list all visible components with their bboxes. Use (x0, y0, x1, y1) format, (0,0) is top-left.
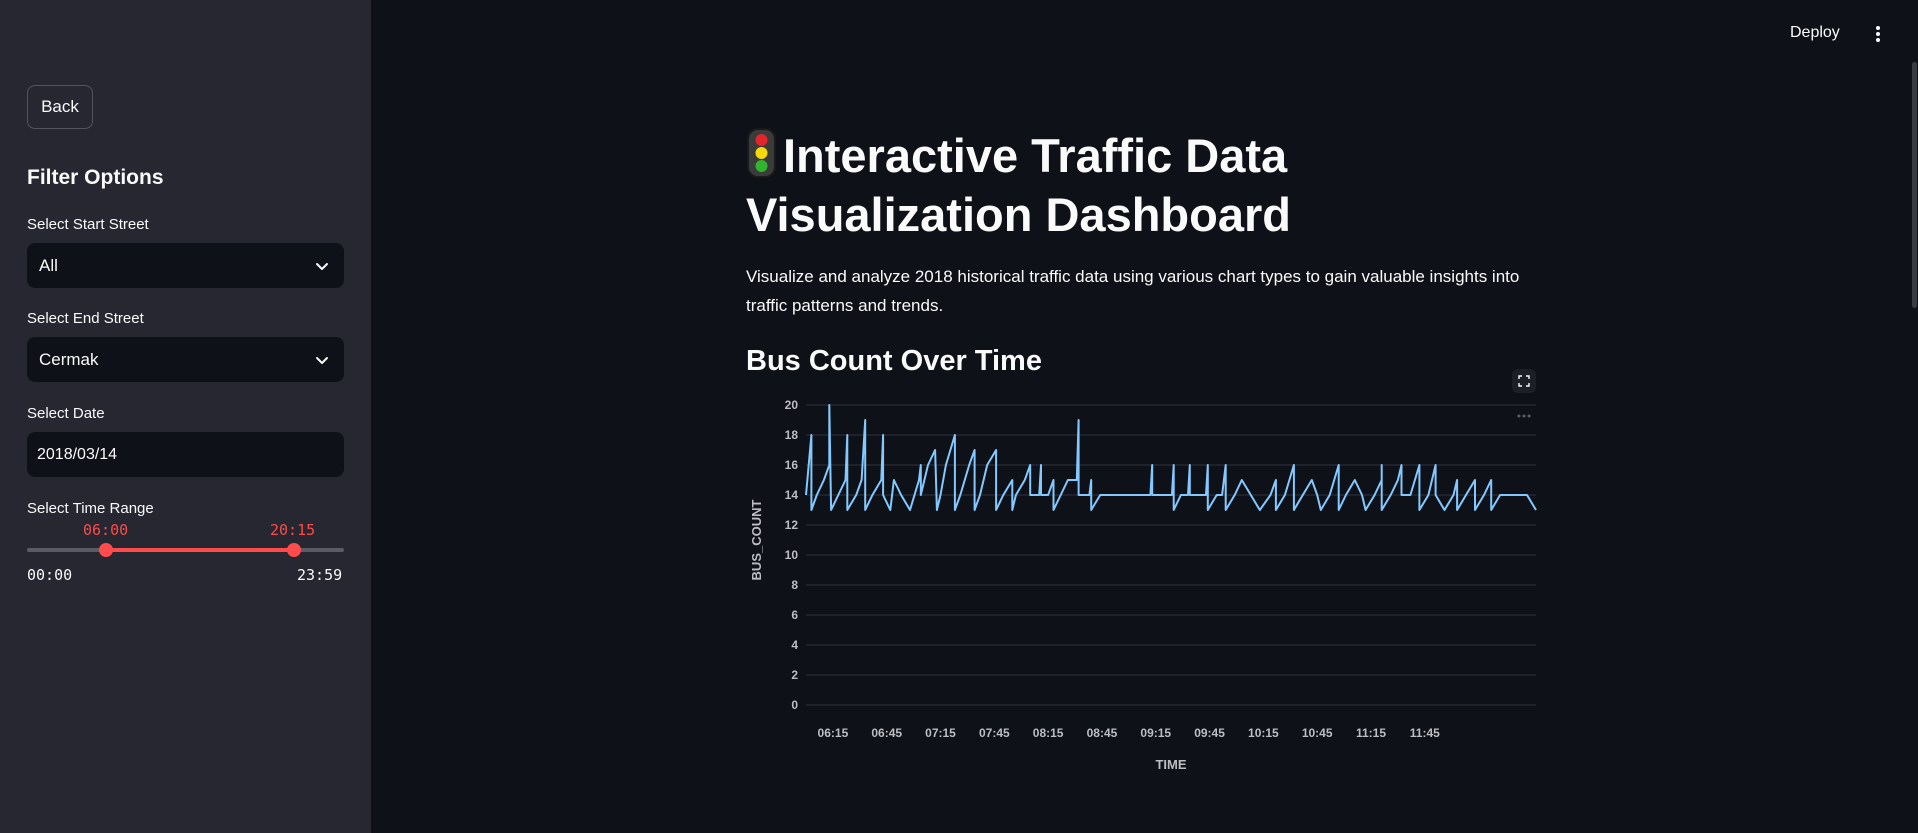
end-street-value: Cermak (39, 349, 99, 369)
y-tick-label: 2 (791, 668, 798, 682)
x-tick-label: 09:45 (1194, 726, 1225, 740)
time-range-fill (106, 548, 294, 552)
start-street-value: All (39, 255, 58, 275)
page-title-text: Interactive Traffic Data Visualization D… (746, 129, 1291, 241)
sidebar: Back Filter Options Select Start Street … (0, 0, 371, 833)
y-tick-label: 8 (791, 578, 798, 592)
back-button[interactable]: Back (27, 85, 93, 129)
main-scrollbar[interactable] (1912, 62, 1917, 308)
y-tick-label: 12 (785, 518, 799, 532)
bus-count-chart: 0 2 4 6 8 10 12 14 16 18 20 06:15 06:45 07:15 07:45 08:… (749, 398, 1537, 772)
time-range-min: 00:00 (27, 566, 73, 584)
traffic-light-icon (747, 128, 776, 178)
time-range-max: 23:59 (297, 566, 343, 584)
y-axis-label: BUS_COUNT (749, 499, 764, 580)
x-axis-label: TIME (1155, 757, 1186, 772)
x-tick-label: 11:45 (1410, 726, 1440, 740)
x-tick-label: 10:45 (1302, 726, 1333, 740)
y-tick-label: 16 (785, 458, 799, 472)
more-options-icon[interactable] (1868, 24, 1888, 44)
fullscreen-button[interactable] (1512, 369, 1536, 393)
y-tick-label: 20 (785, 398, 799, 412)
x-tick-label: 06:45 (871, 726, 902, 740)
x-tick-label: 08:45 (1087, 726, 1118, 740)
date-label: Select Date (27, 405, 105, 422)
chart-menu-icon[interactable] (1514, 408, 1534, 424)
x-tick-label: 07:45 (979, 726, 1010, 740)
page-title: Interactive Traffic Data Visualization D… (746, 126, 1346, 244)
chevron-down-icon (316, 356, 328, 364)
end-street-select[interactable]: Cermak (27, 337, 344, 382)
y-tick-label: 18 (785, 428, 799, 442)
time-range-high-value: 20:15 (270, 521, 316, 539)
y-tick-label: 0 (791, 698, 798, 712)
start-street-label: Select Start Street (27, 216, 149, 233)
fullscreen-icon (1518, 375, 1530, 387)
y-tick-label: 14 (785, 488, 799, 502)
chart-title: Bus Count Over Time (746, 345, 1042, 377)
x-tick-label: 09:15 (1140, 726, 1171, 740)
date-input[interactable]: 2018/03/14 (27, 432, 344, 477)
y-tick-label: 4 (791, 638, 798, 652)
y-tick-label: 6 (791, 608, 798, 622)
y-tick-label: 10 (785, 548, 799, 562)
page-description: Visualize and analyze 2018 historical tr… (746, 267, 1520, 315)
x-tick-label: 10:15 (1248, 726, 1279, 740)
time-range-low-value: 06:00 (83, 521, 129, 539)
x-tick-label: 08:15 (1033, 726, 1064, 740)
bus-count-line (805, 404, 1537, 511)
x-tick-label: 06:15 (818, 726, 849, 740)
start-street-select[interactable]: All (27, 243, 344, 288)
filter-options-heading: Filter Options (27, 166, 164, 189)
end-street-label: Select End Street (27, 310, 144, 327)
chevron-down-icon (316, 262, 328, 270)
time-range-label: Select Time Range (27, 500, 154, 517)
time-range-low-thumb[interactable] (99, 543, 113, 557)
deploy-button[interactable]: Deploy (1790, 24, 1840, 41)
time-range-high-thumb[interactable] (287, 543, 301, 557)
x-tick-label: 11:15 (1356, 726, 1386, 740)
x-tick-label: 07:15 (925, 726, 956, 740)
